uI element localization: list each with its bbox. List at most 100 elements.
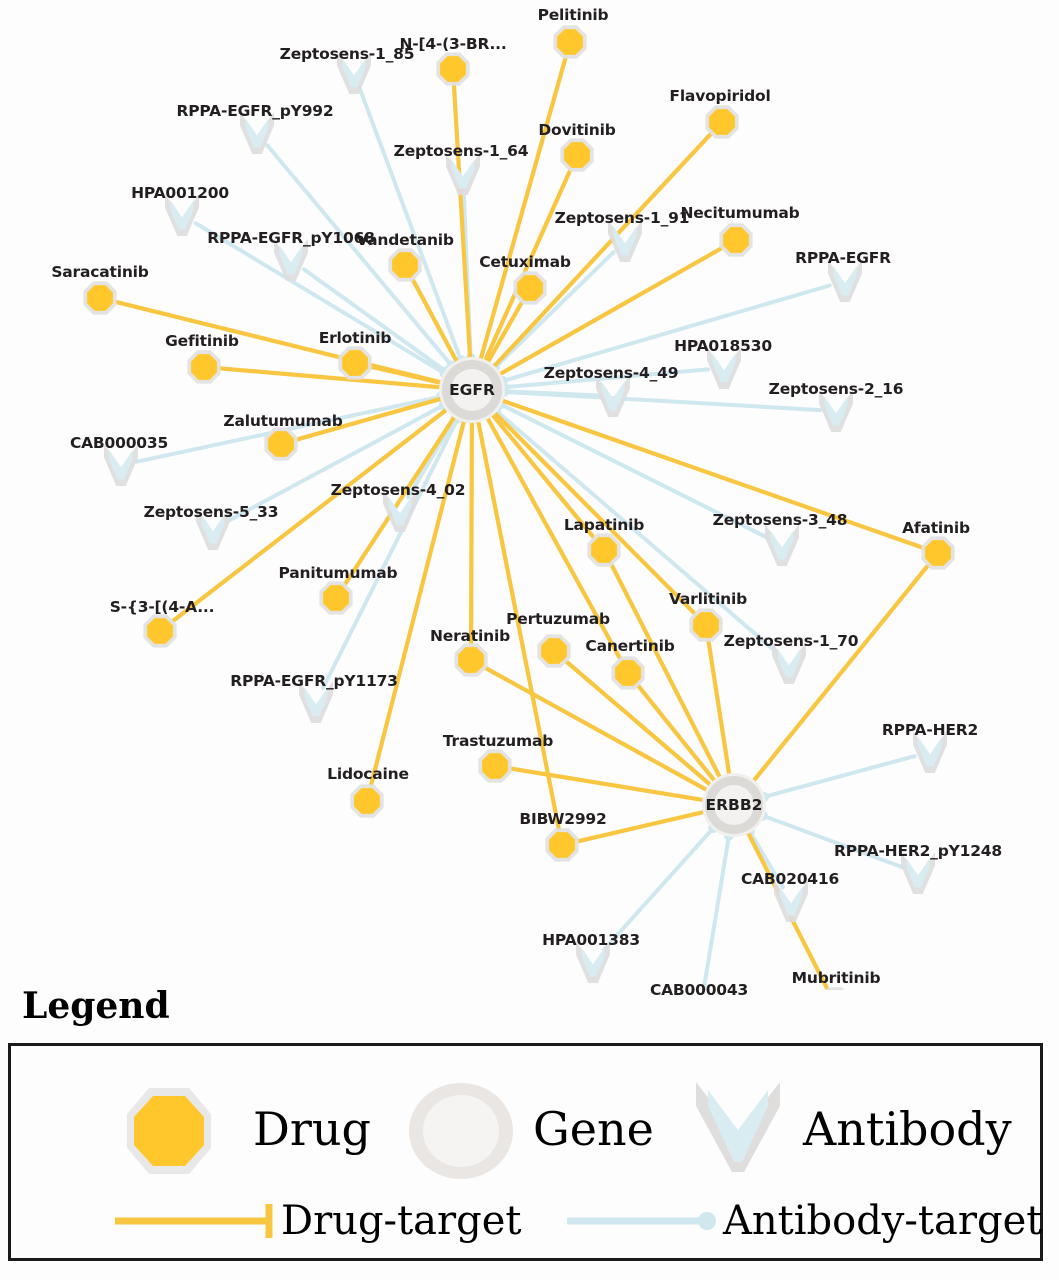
drug-target-edge <box>341 413 458 589</box>
gene-node[interactable] <box>439 357 505 423</box>
antibody-node[interactable] <box>446 153 480 195</box>
chevron-icon <box>451 159 475 189</box>
drug-target-edge <box>409 275 460 365</box>
drug-node[interactable] <box>454 643 488 677</box>
gene-label-erbb2: ERBB2 <box>705 796 763 814</box>
antibody-node[interactable] <box>765 524 799 566</box>
drug-node[interactable] <box>83 281 117 315</box>
chevron-icon <box>824 396 848 426</box>
drug-target-edge <box>215 366 444 390</box>
antibody-node[interactable] <box>901 852 935 894</box>
drug-node[interactable] <box>719 223 753 257</box>
drug-target-edge <box>573 809 707 844</box>
legend-label-drug-target: Drug-target <box>281 1198 522 1244</box>
drug-node[interactable] <box>818 987 851 990</box>
chevron-icon <box>779 886 803 916</box>
drug-target-edge <box>475 418 562 834</box>
octagon-icon <box>925 540 951 566</box>
drug-node[interactable] <box>338 346 372 380</box>
antibody-node[interactable] <box>913 731 947 773</box>
drug-target-edge <box>485 298 526 366</box>
legend-edge-row: Drug-target Antibody-target <box>11 1196 1046 1256</box>
antibody-node[interactable] <box>596 375 630 417</box>
antibody-halo <box>608 220 642 262</box>
antibody-halo <box>596 375 630 417</box>
drug-node[interactable] <box>264 427 298 461</box>
antibody-target-edge <box>265 143 454 368</box>
antibody-halo <box>337 52 371 94</box>
drug-node[interactable] <box>350 784 384 818</box>
node-layer <box>83 25 955 990</box>
antibody-node[interactable] <box>165 194 199 236</box>
antibody-target-edge <box>225 403 446 524</box>
drug-node[interactable] <box>611 656 645 690</box>
drug-target-edge <box>468 418 474 649</box>
chevron-icon <box>712 353 736 383</box>
antibody-node[interactable] <box>774 880 808 922</box>
legend-item-gene: Gene <box>401 1076 654 1181</box>
gene-label-egfr: EGFR <box>449 381 495 399</box>
legend-shape-row: Drug Gene Antibody <box>11 1072 1046 1182</box>
drug-target-edge <box>491 130 715 370</box>
drug-target-edge <box>292 396 445 443</box>
drug-node[interactable] <box>705 105 739 139</box>
drug-node[interactable] <box>513 271 547 305</box>
antibody-halo <box>274 239 308 281</box>
drug-node[interactable] <box>187 350 221 384</box>
legend-item-antibody: Antibody <box>686 1076 1012 1181</box>
antibody-halo <box>446 153 480 195</box>
chevron-icon <box>906 858 930 888</box>
antibody-halo <box>913 731 947 773</box>
drug-node[interactable] <box>921 536 955 570</box>
antibody-node[interactable] <box>707 347 741 389</box>
drug-node[interactable] <box>560 138 594 172</box>
drug-node[interactable] <box>436 52 470 86</box>
antibody-node[interactable] <box>383 490 417 532</box>
drug-target-edge <box>706 636 732 778</box>
drug-node[interactable] <box>587 533 621 567</box>
legend-edge-antibody-target: Antibody-target <box>563 1196 1042 1246</box>
drug-node[interactable] <box>319 581 353 615</box>
antibody-node[interactable] <box>819 390 853 432</box>
drug-target-edge <box>478 53 569 363</box>
antibody-halo <box>707 347 741 389</box>
antibody-node[interactable] <box>299 681 333 723</box>
drug-node[interactable] <box>689 608 723 642</box>
antibody-halo <box>772 642 806 684</box>
antibody-target-edge <box>498 402 770 540</box>
octagon-icon <box>354 788 380 814</box>
antibody-halo <box>165 194 199 236</box>
antibody-halo <box>765 524 799 566</box>
antibody-node[interactable] <box>576 941 610 983</box>
drug-node[interactable] <box>478 749 512 783</box>
legend-label-gene: Gene <box>533 1101 654 1156</box>
antibody-halo <box>240 112 274 154</box>
antibody-target-edge <box>321 416 460 690</box>
octagon-icon <box>723 227 749 253</box>
drug-node[interactable] <box>143 614 177 648</box>
antibody-node[interactable] <box>196 508 230 550</box>
antibody-node[interactable] <box>828 260 862 302</box>
antibody-halo <box>299 681 333 723</box>
gene-node[interactable] <box>702 773 766 837</box>
antibody-target-edge <box>301 267 449 374</box>
octagon-icon <box>191 354 217 380</box>
antibody-node[interactable] <box>240 112 274 154</box>
antibody-target-edge <box>492 250 616 370</box>
antibody-halo <box>196 508 230 550</box>
antibody-target-edge <box>701 833 731 990</box>
antibody-node[interactable] <box>337 52 371 94</box>
octagon-icon <box>147 618 173 644</box>
antibody-node[interactable] <box>274 239 308 281</box>
antibody-target-edge <box>494 408 779 655</box>
drug-node[interactable] <box>388 248 422 282</box>
gene-inner <box>451 369 493 411</box>
drug-node[interactable] <box>553 25 587 59</box>
antibody-node[interactable] <box>772 642 806 684</box>
drug-node[interactable] <box>537 634 571 668</box>
antibody-node[interactable] <box>608 220 642 262</box>
network-canvas[interactable]: Zeptosens-1_85 RPPA-EGFR_pY992 HPA001200 RP… <box>0 0 1059 999</box>
antibody-node[interactable] <box>104 444 138 486</box>
network-svg <box>83 25 955 990</box>
drug-node[interactable] <box>545 828 579 862</box>
